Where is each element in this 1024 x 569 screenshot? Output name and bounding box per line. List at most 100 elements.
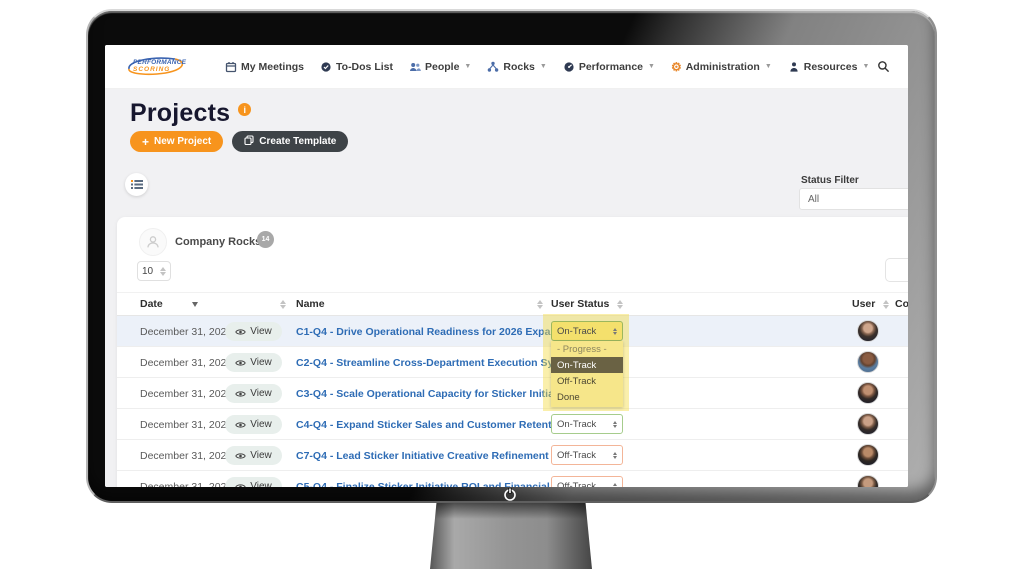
monitor-screen: PERFORMANCE SCORING My Meetings To-Dos L… xyxy=(105,45,908,487)
view-button[interactable]: View xyxy=(225,477,282,487)
nav-item-todos-list[interactable]: To-Dos List xyxy=(320,61,393,73)
nav-item-administration[interactable]: ⚙ Administration ▼ xyxy=(671,61,772,73)
meetings-icon xyxy=(225,61,237,73)
plus-icon: + xyxy=(142,134,150,149)
eye-icon xyxy=(235,390,247,397)
group-name: Company Rocks xyxy=(175,236,262,248)
header-name-sort[interactable] xyxy=(532,298,543,310)
table-search-input[interactable] xyxy=(885,258,908,282)
sort-icon xyxy=(280,299,286,309)
chevron-down-icon: ▼ xyxy=(648,63,655,70)
app-logo[interactable]: PERFORMANCE SCORING xyxy=(123,53,203,81)
header-view-sort[interactable] xyxy=(275,298,286,310)
view-button[interactable]: View xyxy=(225,415,282,434)
info-icon[interactable]: i xyxy=(238,103,252,116)
view-button[interactable]: View xyxy=(225,353,282,372)
header-date[interactable]: Date xyxy=(140,298,198,310)
status-select[interactable]: Off-Track xyxy=(551,445,623,465)
group-count-badge: 14 xyxy=(257,231,274,248)
search-icon[interactable] xyxy=(877,60,890,73)
create-template-button[interactable]: Create Template xyxy=(232,131,349,152)
nav-item-resources[interactable]: Resources ▼ xyxy=(788,61,870,73)
table-row: December 31, 2025 View C7-Q4 - Lead Stic… xyxy=(117,440,908,471)
nav-item-people[interactable]: People ▼ xyxy=(409,61,471,73)
nav-label: To-Dos List xyxy=(336,60,393,73)
copy-icon xyxy=(244,135,254,148)
sort-icon xyxy=(617,299,624,309)
list-view-button[interactable] xyxy=(125,173,148,196)
nav-item-performance[interactable]: Performance ▼ xyxy=(563,61,655,73)
status-select[interactable]: On-Track xyxy=(551,321,623,341)
logo-text-line2: SCORING xyxy=(133,65,171,73)
stepper-icon xyxy=(613,420,617,428)
header-name[interactable]: Name xyxy=(296,298,325,310)
stepper-icon xyxy=(613,482,617,487)
nav-item-my-meetings[interactable]: My Meetings xyxy=(225,61,304,73)
row-date: December 31, 2025 xyxy=(140,450,233,462)
view-button[interactable]: View xyxy=(225,446,282,465)
rocks-icon xyxy=(487,61,499,73)
dropdown-option-done[interactable]: Done xyxy=(557,391,580,403)
row-date: December 31, 2025 xyxy=(140,481,233,487)
user-avatar xyxy=(857,444,879,466)
page-size-select[interactable]: 10 xyxy=(137,261,171,281)
nav-label: Administration xyxy=(685,60,760,73)
chevron-down-icon: ▼ xyxy=(862,63,870,70)
stepper-icon xyxy=(160,266,166,276)
stepper-icon xyxy=(613,327,617,335)
nav-menu: My Meetings To-Dos List People ▼ xyxy=(225,61,869,73)
view-button[interactable]: View xyxy=(225,384,282,403)
project-link[interactable]: C4-Q4 - Expand Sticker Sales and Custome… xyxy=(296,419,614,431)
gear-icon: ⚙ xyxy=(670,59,682,74)
project-link[interactable]: C3-Q4 - Scale Operational Capacity for S… xyxy=(296,388,605,400)
status-dropdown: - Progress - On-Track Off-Track Done xyxy=(551,341,623,407)
projects-card: Company Rocks 14 10 Date xyxy=(117,217,908,487)
todos-icon xyxy=(320,61,332,73)
nav-label: Rocks xyxy=(503,60,535,73)
power-button[interactable] xyxy=(502,487,519,502)
chevron-down-icon: ▼ xyxy=(539,63,547,70)
nav-label: People xyxy=(424,60,460,73)
sort-desc-icon xyxy=(191,302,198,307)
page-content: Projects i + New Project Create Template xyxy=(105,89,908,487)
group-avatar xyxy=(139,228,167,256)
project-link[interactable]: C2-Q4 - Streamline Cross-Department Exec… xyxy=(296,357,584,369)
dropdown-option-on-track[interactable]: On-Track xyxy=(551,357,623,373)
chevron-down-icon: ▼ xyxy=(764,63,772,70)
view-button[interactable]: View xyxy=(225,322,282,341)
sort-icon xyxy=(883,299,890,309)
resources-icon xyxy=(788,61,800,73)
table-row: December 31, 2025 View C1-Q4 - Drive Ope… xyxy=(117,316,908,347)
status-select[interactable]: Off-Track xyxy=(551,476,623,487)
table-row: December 31, 2025 View C3-Q4 - Scale Ope… xyxy=(117,378,908,409)
row-date: December 31, 2025 xyxy=(140,419,233,431)
eye-icon xyxy=(235,328,247,335)
nav-item-rocks[interactable]: Rocks ▼ xyxy=(487,60,547,73)
header-user[interactable]: User xyxy=(852,298,890,310)
project-link[interactable]: C1-Q4 - Drive Operational Readiness for … xyxy=(296,326,579,338)
nav-label: My Meetings xyxy=(241,60,305,73)
eye-icon xyxy=(235,483,247,487)
status-filter-select[interactable]: All xyxy=(799,188,908,210)
row-date: December 31, 2025 xyxy=(140,326,233,338)
project-link[interactable]: C7-Q4 - Lead Sticker Initiative Creative… xyxy=(296,450,549,462)
dropdown-option-off-track[interactable]: Off-Track xyxy=(557,375,597,387)
project-link[interactable]: C5-Q4 - Finalize Sticker Initiative ROI … xyxy=(296,481,596,487)
user-avatar xyxy=(857,475,879,487)
header-comments[interactable]: Co xyxy=(895,298,908,310)
chevron-down-icon: ▼ xyxy=(464,63,472,70)
user-avatar xyxy=(857,351,879,373)
eye-icon xyxy=(235,452,247,459)
header-user-status[interactable]: User Status xyxy=(551,298,624,310)
logo-swoosh-icon xyxy=(128,56,184,75)
dropdown-option-progress[interactable]: - Progress - xyxy=(557,343,607,355)
monitor-stand xyxy=(430,503,592,569)
user-avatar xyxy=(857,413,879,435)
status-select[interactable]: On-Track xyxy=(551,414,623,434)
list-icon xyxy=(130,180,143,189)
stepper-icon xyxy=(613,451,617,459)
new-project-button[interactable]: + New Project xyxy=(130,131,224,152)
table-header: Date Name User Status xyxy=(117,292,908,316)
status-filter-label: Status Filter xyxy=(801,175,859,186)
